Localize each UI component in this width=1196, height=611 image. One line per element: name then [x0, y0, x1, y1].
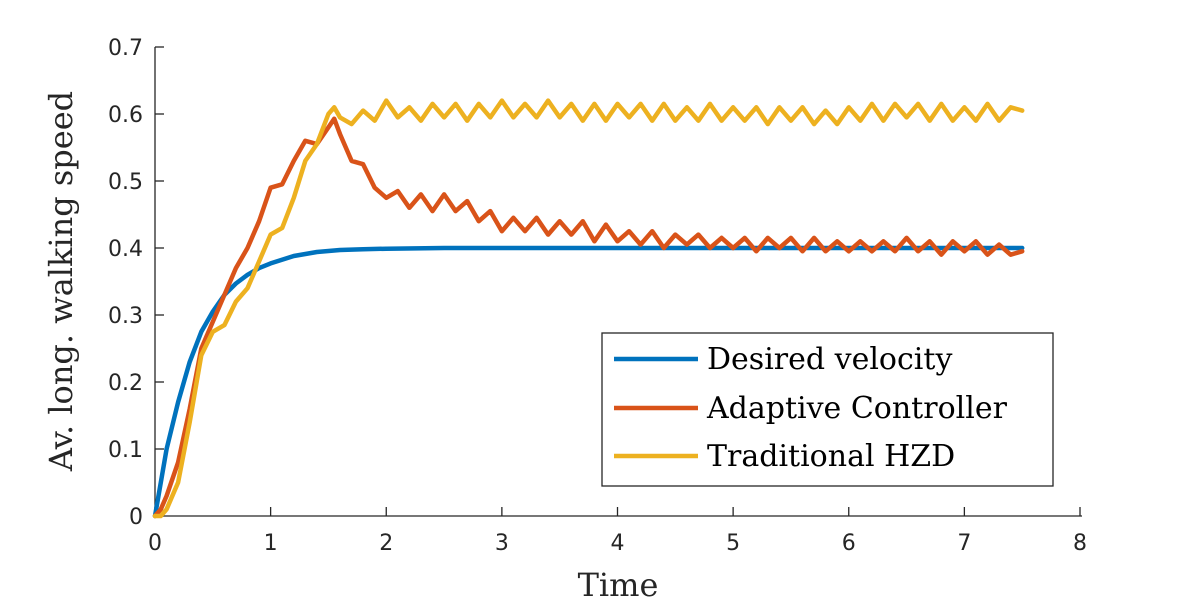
x-tick-label: 3: [495, 531, 509, 556]
series-line-traditional-hzd: [152, 98, 1025, 519]
y-axis-label: Av. long. walking speed: [42, 91, 80, 472]
y-tick-label: 0.7: [108, 36, 143, 61]
x-tick-label: 6: [842, 531, 856, 556]
series-line-desired-velocity: [152, 245, 1025, 519]
x-tick-label: 8: [1073, 531, 1087, 556]
y-tick-label: 0.3: [108, 304, 143, 329]
y-tick-label: 0.1: [108, 438, 143, 463]
x-axis-label: Time: [578, 566, 659, 604]
legend-label-adaptive-controller: Adaptive Controller: [706, 391, 1008, 426]
y-tick-label: 0.5: [108, 170, 143, 195]
x-tick-label: 4: [611, 531, 625, 556]
x-tick-label: 7: [957, 531, 971, 556]
x-tick-label: 0: [148, 531, 162, 556]
x-ticks: 0 1 2 3 4 5 6 7 8: [148, 507, 1087, 556]
legend-label-desired-velocity: Desired velocity: [707, 342, 952, 377]
series-line-adaptive-controller: [152, 116, 1025, 519]
x-tick-label: 2: [379, 531, 393, 556]
x-tick-label: 1: [264, 531, 278, 556]
y-tick-label: 0: [129, 505, 143, 530]
legend: Desired velocity Adaptive Controller Tra…: [601, 332, 1054, 487]
axes: [154, 47, 1082, 517]
legend-label-traditional-hzd: Traditional HZD: [707, 439, 955, 474]
y-tick-label: 0.2: [108, 371, 143, 396]
series-group: [152, 98, 1025, 519]
x-tick-label: 5: [726, 531, 740, 556]
y-tick-label: 0.4: [108, 237, 143, 262]
y-ticks: 0 0.1 0.2 0.3 0.4 0.5 0.6 0.7: [108, 36, 164, 530]
y-tick-label: 0.6: [108, 103, 143, 128]
